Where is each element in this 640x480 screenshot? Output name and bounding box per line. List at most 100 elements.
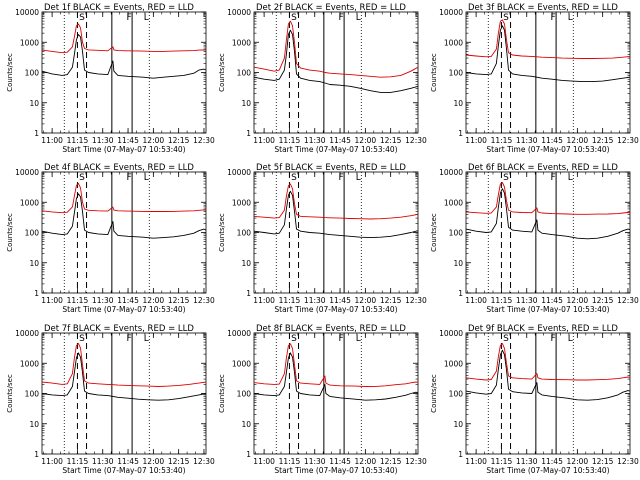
- panel-det-4: Det 4f BLACK = Events, RED = LLD 1 10 100 10…: [6, 163, 215, 314]
- panel-title: Det 5f BLACK = Events, RED = LLD: [256, 163, 406, 173]
- x-axis-label: Start Time (07-May-07 10:53:40): [274, 145, 397, 154]
- y-tick-label: 10: [453, 99, 463, 108]
- flag-marker-S: S: [291, 13, 297, 23]
- y-tick-label: 10000: [15, 8, 39, 17]
- y-tick-label: 10000: [15, 329, 39, 338]
- flag-marker-L: L: [144, 173, 149, 183]
- series-lld: [465, 182, 631, 215]
- x-tick-label: 11:45: [541, 136, 563, 145]
- plot-frame: [253, 332, 419, 455]
- y-tick-label: 1: [246, 289, 251, 298]
- x-axis-label: Start Time (07-May-07 10:53:40): [62, 145, 185, 154]
- flag-marker-S: S: [79, 173, 85, 183]
- y-tick-label: 10000: [15, 168, 39, 177]
- flag-marker-L: L: [356, 173, 361, 183]
- y-tick-label: 10000: [227, 168, 251, 177]
- x-tick-label: 11:45: [117, 457, 139, 466]
- x-tick-label: 12:30: [405, 296, 427, 305]
- x-tick-label: 11:00: [465, 136, 487, 145]
- x-tick-label: 11:30: [304, 457, 326, 466]
- x-tick-label: 12:15: [168, 457, 190, 466]
- x-tick-label: 11:45: [541, 296, 563, 305]
- x-tick-label: 12:30: [193, 136, 215, 145]
- series-lld: [465, 343, 631, 381]
- x-tick-label: 11:30: [516, 457, 538, 466]
- x-tick-label: 12:00: [355, 136, 377, 145]
- x-tick-label: 11:45: [117, 136, 139, 145]
- y-tick-label: 100: [449, 390, 464, 399]
- y-tick-label: 100: [25, 390, 40, 399]
- y-tick-label: 10: [241, 99, 251, 108]
- flag-marker-L: L: [568, 13, 573, 23]
- series-events: [41, 193, 207, 239]
- flag-marker-F: F: [550, 173, 555, 183]
- x-axis-label: Start Time (07-May-07 10:53:40): [274, 466, 397, 475]
- flag-marker-L: L: [568, 173, 573, 183]
- y-axis-label: Counts/sec: [218, 53, 226, 92]
- y-tick-label: 1: [246, 129, 251, 138]
- plot-frame: [465, 171, 631, 294]
- series-events: [41, 34, 207, 79]
- y-tick-label: 100: [237, 390, 252, 399]
- series-events: [253, 190, 419, 239]
- series-events: [465, 25, 631, 83]
- x-tick-label: 12:00: [143, 457, 165, 466]
- x-tick-label: 11:45: [117, 296, 139, 305]
- plot-frame: [465, 11, 631, 134]
- y-tick-label: 100: [449, 69, 464, 78]
- x-axis-label: Start Time (07-May-07 10:53:40): [274, 305, 397, 314]
- x-tick-label: 11:15: [67, 457, 89, 466]
- y-tick-label: 1000: [444, 198, 463, 207]
- panel-title: Det 4f BLACK = Events, RED = LLD: [44, 163, 194, 173]
- x-tick-label: 11:45: [541, 457, 563, 466]
- y-tick-label: 100: [449, 229, 464, 238]
- y-axis-label: Counts/sec: [6, 213, 14, 252]
- plot-frame: [253, 171, 419, 294]
- x-axis-label: Start Time (07-May-07 10:53:40): [486, 466, 609, 475]
- panel-title: Det 2f BLACK = Events, RED = LLD: [256, 3, 406, 13]
- y-tick-label: 1000: [444, 38, 463, 47]
- x-tick-label: 11:00: [253, 136, 275, 145]
- y-tick-label: 10: [29, 420, 39, 429]
- x-tick-label: 12:15: [380, 296, 402, 305]
- x-tick-label: 11:45: [329, 457, 351, 466]
- x-tick-label: 12:30: [405, 136, 427, 145]
- panel-det-7: Det 7f BLACK = Events, RED = LLD 1 10 100 10…: [6, 324, 215, 475]
- x-tick-label: 11:15: [491, 136, 513, 145]
- panel-det-2: Det 2f BLACK = Events, RED = LLD 1 10 100 10…: [218, 3, 427, 154]
- flag-marker-S: S: [503, 173, 509, 183]
- y-tick-label: 1000: [20, 198, 39, 207]
- flag-marker-F: F: [338, 13, 343, 23]
- y-tick-label: 10: [241, 420, 251, 429]
- x-tick-label: 11:30: [304, 136, 326, 145]
- y-axis-label: Counts/sec: [6, 53, 14, 92]
- flag-marker-S: S: [79, 13, 85, 23]
- flag-marker-F: F: [338, 334, 343, 344]
- flag-marker-F: F: [338, 173, 343, 183]
- x-tick-label: 11:00: [253, 457, 275, 466]
- x-tick-label: 12:00: [567, 296, 589, 305]
- plot-frame: [253, 11, 419, 134]
- y-tick-label: 1000: [20, 359, 39, 368]
- series-lld: [41, 23, 207, 54]
- x-tick-label: 12:30: [405, 457, 427, 466]
- y-axis-label: Counts/sec: [6, 374, 14, 413]
- x-tick-label: 11:15: [491, 457, 513, 466]
- y-tick-label: 1000: [232, 198, 251, 207]
- panel-title: Det 1f BLACK = Events, RED = LLD: [44, 3, 194, 13]
- series-lld: [253, 183, 419, 220]
- x-tick-label: 11:30: [304, 296, 326, 305]
- x-tick-label: 11:30: [92, 457, 114, 466]
- y-tick-label: 10: [29, 99, 39, 108]
- x-tick-label: 12:30: [617, 457, 639, 466]
- x-tick-label: 11:00: [41, 296, 63, 305]
- y-tick-label: 10000: [227, 8, 251, 17]
- plot-frame: [41, 11, 207, 134]
- y-tick-label: 100: [237, 69, 252, 78]
- x-tick-label: 12:15: [592, 136, 614, 145]
- panel-det-9: Det 9f BLACK = Events, RED = LLD 1 10 100 10…: [430, 324, 639, 475]
- x-tick-label: 12:15: [592, 296, 614, 305]
- x-tick-label: 11:30: [92, 136, 114, 145]
- x-tick-label: 11:15: [279, 457, 301, 466]
